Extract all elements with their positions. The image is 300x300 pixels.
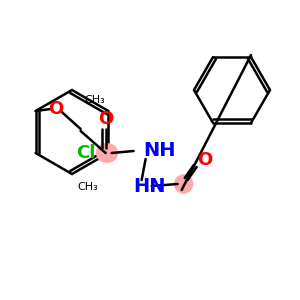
Circle shape — [99, 144, 117, 162]
Text: Cl: Cl — [76, 144, 95, 162]
Circle shape — [97, 144, 115, 162]
Text: CH₃: CH₃ — [85, 95, 105, 105]
Text: O: O — [48, 100, 63, 118]
Text: O: O — [98, 110, 113, 128]
Text: NH: NH — [144, 142, 176, 160]
Circle shape — [175, 175, 193, 193]
Text: CH₃: CH₃ — [77, 182, 98, 192]
Text: HN: HN — [134, 176, 166, 196]
Text: O: O — [197, 151, 212, 169]
